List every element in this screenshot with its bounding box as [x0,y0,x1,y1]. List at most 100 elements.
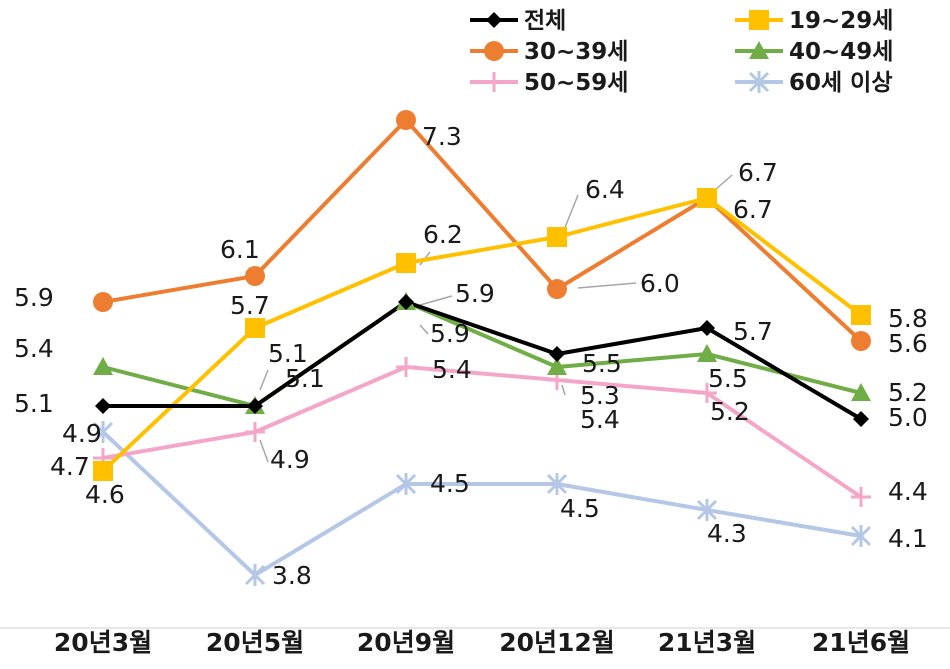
leader-30-39세-4 [714,174,733,191]
marker-60세-이상-3 [546,473,568,495]
legend-item-60세-이상: 60세 이상 [735,70,893,96]
data-label-40-49세-5: 5.2 [888,378,928,407]
data-label-40-49세-0: 5.4 [14,334,54,363]
marker-19-29세-2 [396,253,416,273]
data-label-60세-이상-5: 4.1 [888,524,928,553]
data-label-19-29세-2: 6.2 [423,220,463,249]
marker-30-39세-0 [93,292,113,312]
data-label-60세-이상-2: 4.5 [430,469,470,498]
marker-50-59세-5 [851,487,871,507]
series-line-40-49세 [102,300,862,408]
marker-50-59세-1 [245,422,265,442]
data-label-60세-이상-0: 4.9 [62,419,102,448]
marker-30-39세-3 [547,279,567,299]
legend-label-30-39세: 30~39세 [524,39,628,65]
legend-label-19-29세: 19~29세 [789,8,893,34]
series-line-전체 [103,300,863,421]
data-labels: 5.15.15.95.55.75.04.65.76.26.46.75.85.96… [14,122,928,590]
data-label-40-49세-1: 5.1 [285,364,325,393]
leader-50-59세-3 [561,384,566,396]
data-label-19-29세-1: 5.7 [230,291,270,320]
data-label-19-29세-0: 4.6 [85,480,125,509]
marker-60세-이상-4 [696,499,718,521]
data-label-전체-2: 5.9 [455,279,495,308]
data-label-19-29세-5: 5.8 [888,304,928,333]
data-label-40-49세-3: 5.4 [580,405,620,434]
legend-item-전체: 전체 [470,8,566,34]
marker-30-39세-1 [245,266,265,286]
data-label-30-39세-0: 5.9 [14,283,54,312]
marker-19-29세-3 [547,227,567,247]
legend-marker-전체 [486,12,502,28]
series-line-60세-이상 [101,430,862,577]
data-label-50-59세-0: 4.7 [50,452,90,481]
leader-30-39세-3 [577,282,637,289]
data-label-30-39세-4: 6.7 [738,158,778,187]
data-label-60세-이상-1: 3.8 [272,561,312,590]
x-tick-label-4: 21년3월 [658,628,756,657]
data-label-50-59세-4: 5.2 [710,397,750,426]
data-label-30-39세-5: 5.6 [888,329,928,358]
data-label-전체-1: 5.1 [268,339,308,368]
data-label-전체-3: 5.5 [582,349,622,378]
data-label-전체-0: 5.1 [14,389,54,418]
data-label-50-59세-1: 4.9 [270,445,310,474]
data-label-전체-4: 5.7 [733,317,773,346]
data-label-60세-이상-4: 4.3 [707,519,747,548]
leader-50-59세-1 [259,439,269,463]
x-tick-label-5: 21년6월 [812,628,910,657]
legend-label-50-59세: 50~59세 [524,70,628,96]
marker-50-59세-4 [697,383,717,403]
marker-60세-이상-0 [92,421,114,443]
marker-전체-0 [95,398,111,414]
legend-marker-60세-이상 [748,71,770,93]
marker-40-49세-0 [93,357,113,375]
leader-40-49세-2 [419,324,429,335]
data-label-30-39세-2: 7.3 [422,122,462,151]
data-label-60세-이상-3: 4.5 [560,494,600,523]
data-label-50-59세-5: 4.4 [888,477,928,506]
data-label-40-49세-4: 5.5 [708,364,748,393]
data-label-19-29세-3: 6.4 [585,175,625,204]
data-label-40-49세-2: 5.9 [430,319,470,348]
data-label-30-39세-1: 6.1 [220,235,260,264]
x-tick-label-2: 20년9월 [357,628,455,657]
marker-60세-이상-5 [850,525,872,547]
series-lines [101,118,863,577]
x-tick-label-0: 20년3월 [54,628,152,657]
data-label-전체-5: 5.0 [888,403,928,432]
marker-전체-4 [699,320,715,336]
legend-marker-19-29세 [749,10,769,30]
series-markers [92,110,872,586]
marker-40-49세-4 [697,344,717,362]
legend-item-30-39세: 30~39세 [470,39,628,65]
marker-전체-3 [549,346,565,362]
legend-label-전체: 전체 [524,8,566,34]
x-axis-ticks: 20년3월 20년5월 20년9월 20년12월 21년3월 21년6월 [54,628,910,657]
legend-marker-30-39세 [484,41,504,61]
legend: 전체 19~29세 30~39세 40~49세 50~59세 60세 이상 [470,8,893,96]
legend-item-19-29세: 19~29세 [735,8,893,34]
marker-30-39세-5 [851,331,871,351]
marker-19-29세-4 [697,188,717,208]
x-tick-label-3: 20년12월 [499,628,615,657]
series-line-50-59세 [102,365,863,499]
marker-40-49세-3 [547,357,567,375]
data-label-19-29세-4: 6.7 [733,195,773,224]
marker-전체-2 [398,294,414,310]
x-tick-label-1: 20년5월 [206,628,304,657]
data-label-30-39세-3: 6.0 [640,269,680,298]
marker-19-29세-0 [93,461,113,481]
legend-label-60세-이상: 60세 이상 [789,70,893,96]
marker-40-49세-5 [851,383,871,401]
legend-label-40-49세: 40~49세 [789,39,893,65]
legend-item-50-59세: 50~59세 [470,70,628,96]
series-line-19-29세 [101,196,863,473]
marker-전체-5 [853,411,869,427]
marker-50-59세-2 [396,357,416,377]
marker-60세-이상-1 [244,564,266,586]
legend-item-40-49세: 40~49세 [735,39,893,65]
data-label-50-59세-3: 5.3 [580,381,620,410]
